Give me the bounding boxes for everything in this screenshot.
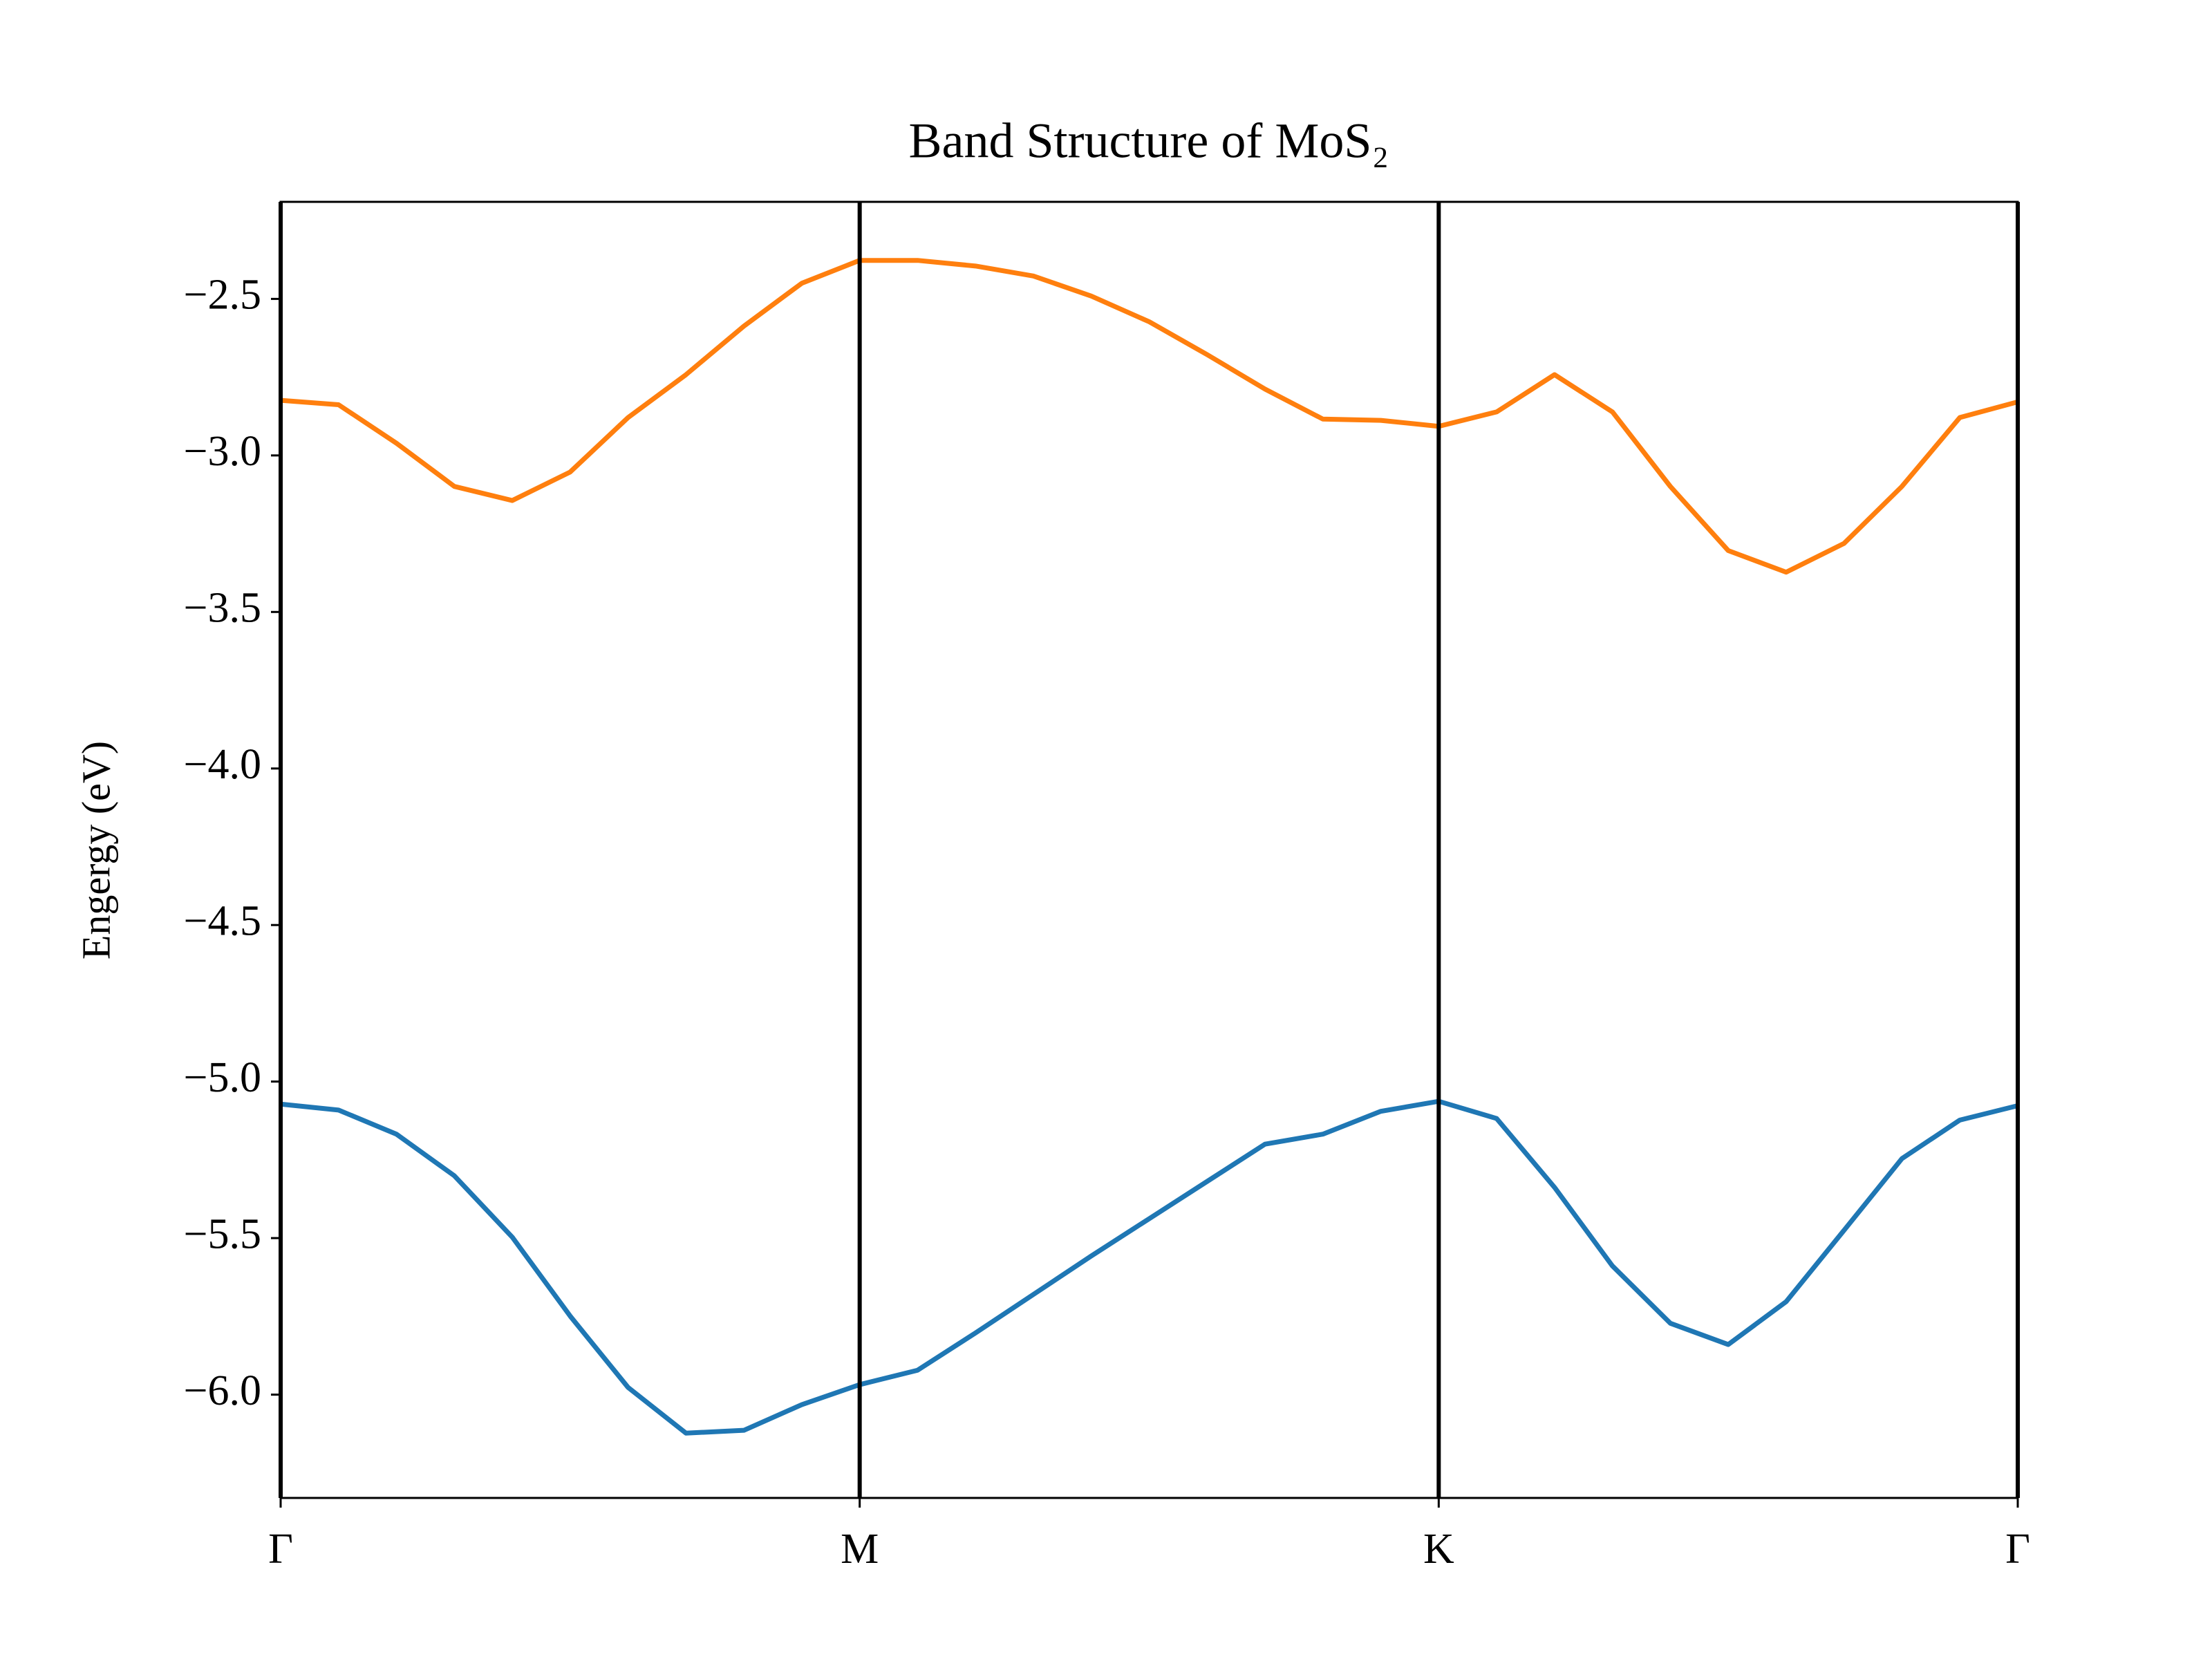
plot-frame xyxy=(279,200,2019,1499)
y-tick-label: −2.5 xyxy=(184,272,261,319)
x-tick-label: K xyxy=(1423,1526,1454,1573)
x-tick-label: Γ xyxy=(268,1526,293,1573)
y-tick-label: −5.5 xyxy=(184,1210,261,1257)
band-line xyxy=(280,1098,2018,1436)
y-tick-label: −3.0 xyxy=(184,428,261,475)
y-axis-label: Engergy (eV) xyxy=(73,741,118,959)
y-tick-label: −6.0 xyxy=(184,1367,261,1414)
band-line xyxy=(280,258,2018,575)
y-tick-label: −5.0 xyxy=(184,1054,261,1101)
x-tick-label: M xyxy=(841,1526,879,1573)
y-tick-label: −4.5 xyxy=(184,897,261,944)
chart-title: Band Structure of MoS₂ xyxy=(908,113,1389,169)
y-tick-label: −4.0 xyxy=(184,741,261,788)
y-tick-label: −3.5 xyxy=(184,585,261,632)
x-tick-label: Γ xyxy=(2005,1526,2030,1573)
